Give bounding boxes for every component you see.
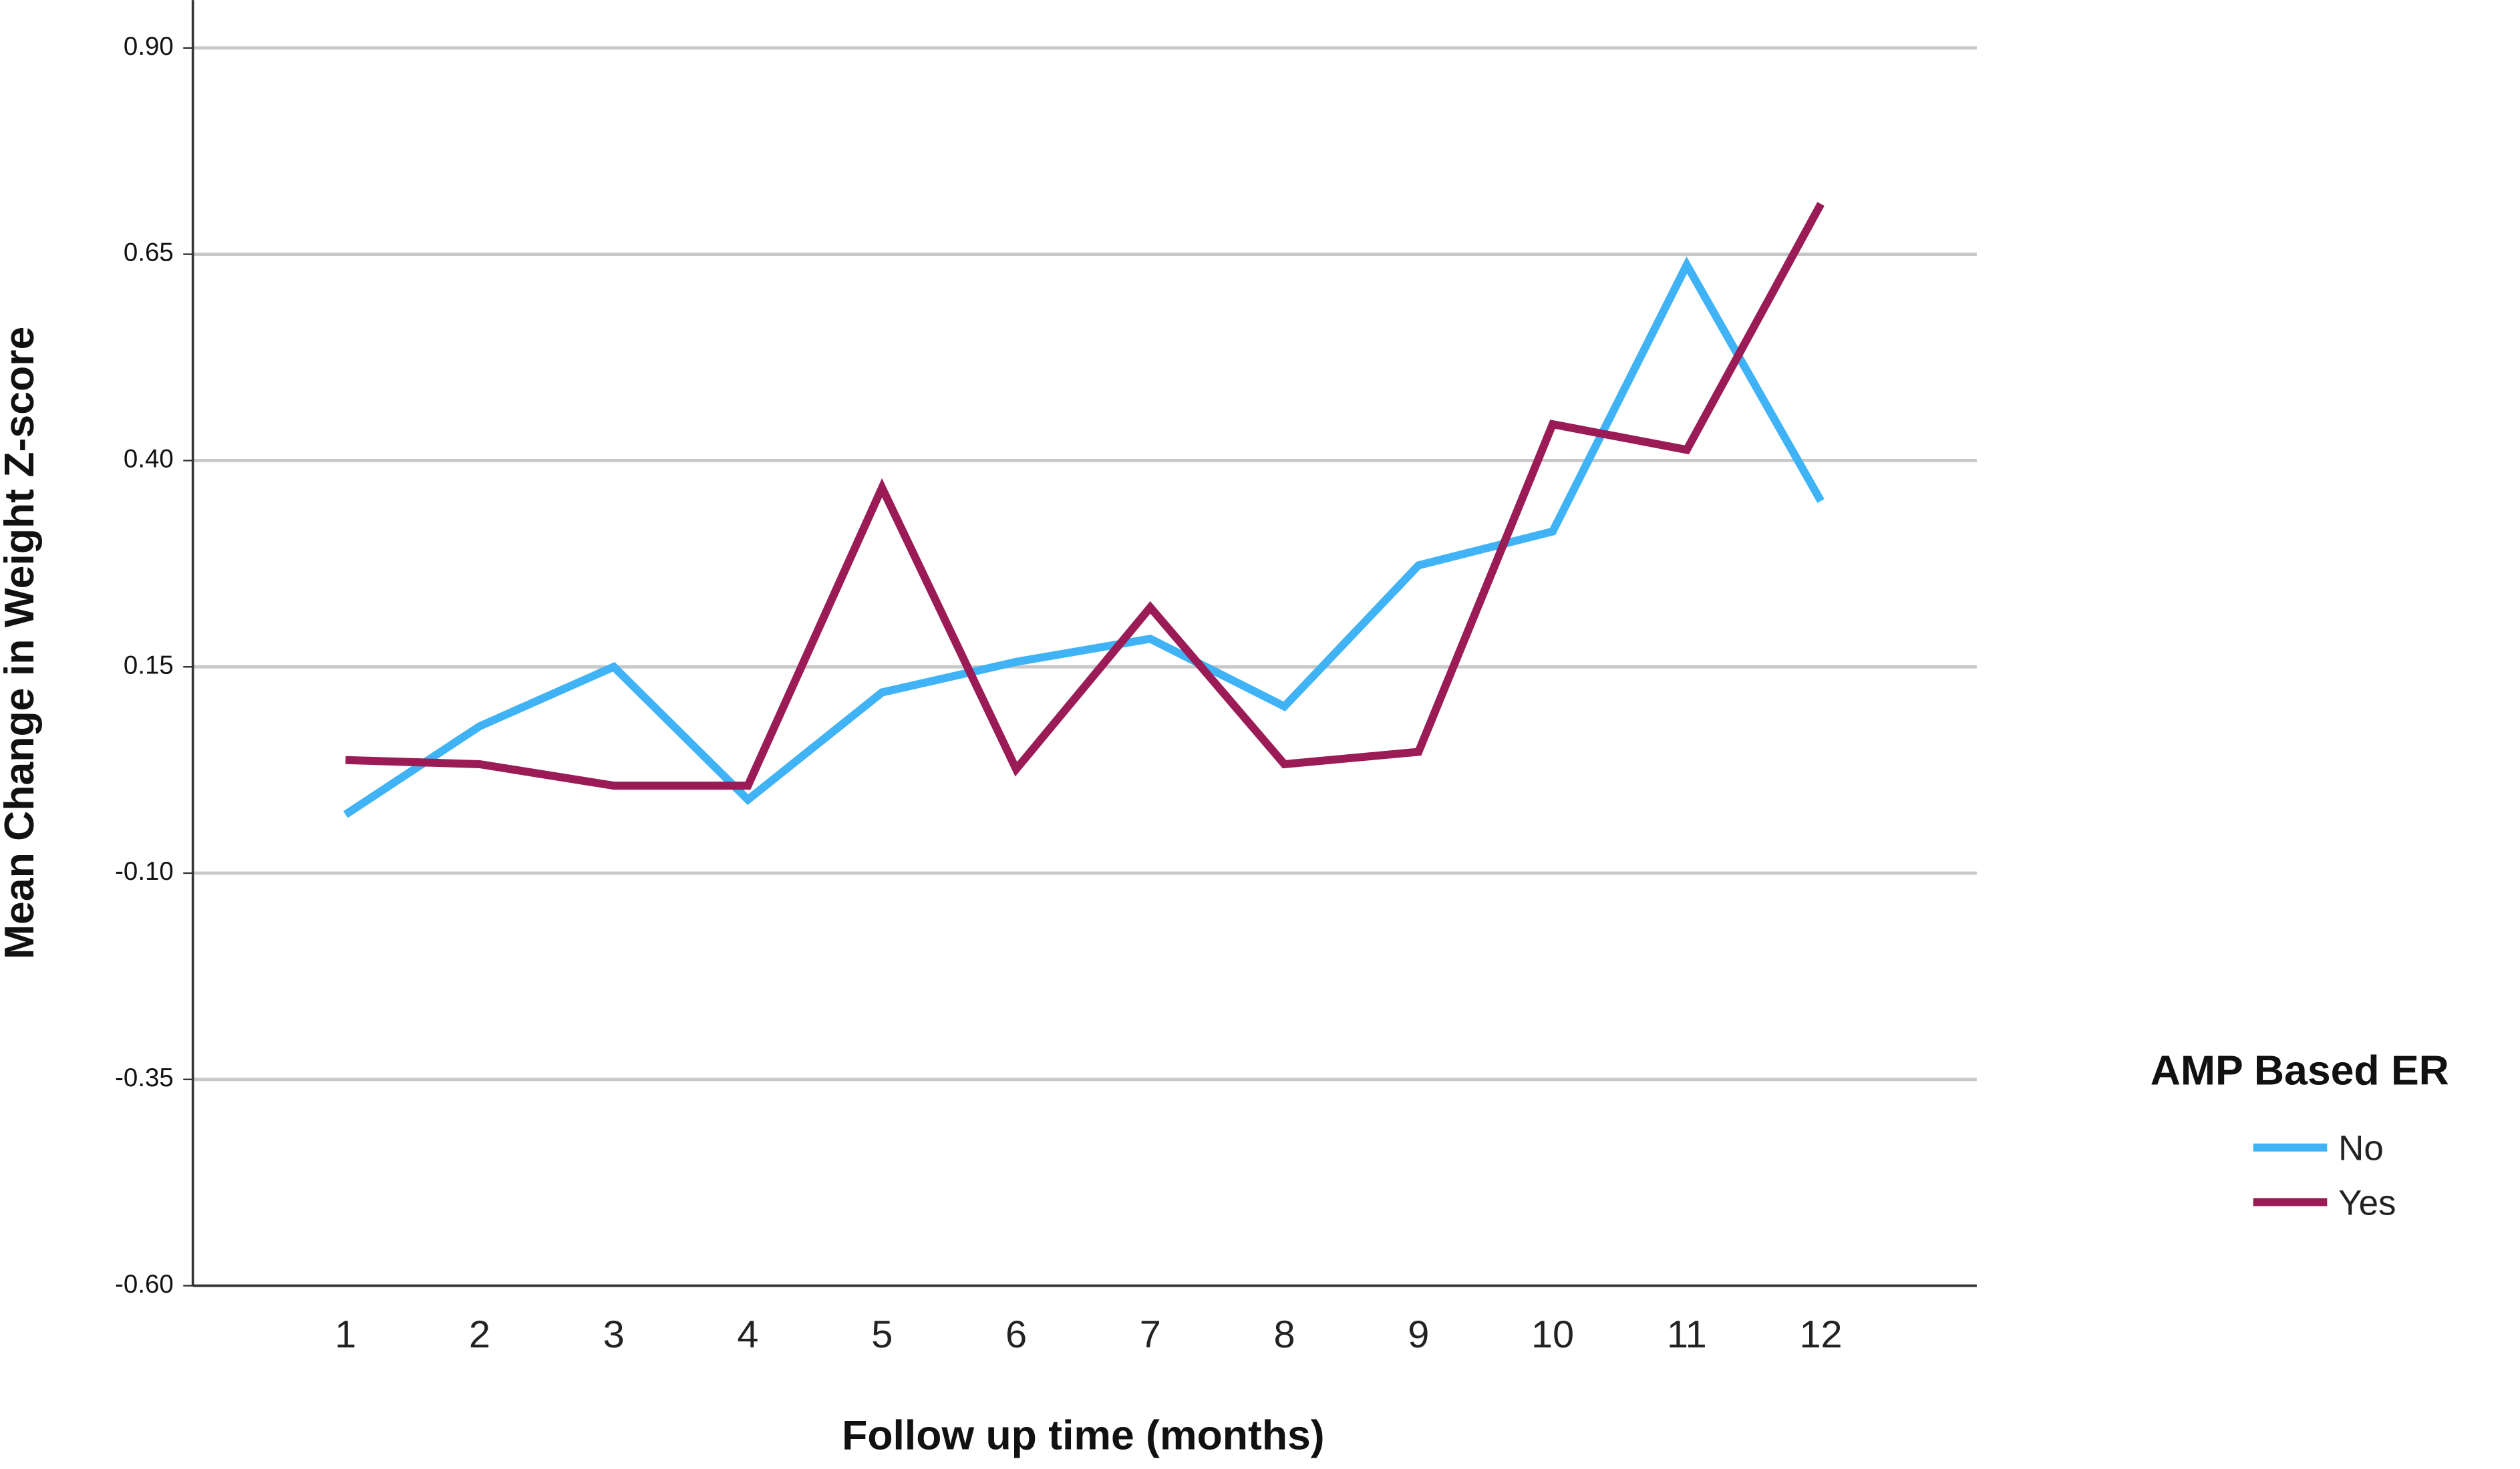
x-tick-label: 5 bbox=[871, 1313, 893, 1356]
legend-title: AMP Based ER bbox=[2151, 1047, 2449, 1094]
x-tick-label: 12 bbox=[1799, 1313, 1842, 1356]
legend-label: No bbox=[2338, 1129, 2384, 1168]
series-line bbox=[343, 256, 1825, 818]
y-tick-label: -0.35 bbox=[115, 1064, 174, 1092]
x-tick-label: 11 bbox=[1667, 1313, 1707, 1356]
x-tick-label: 2 bbox=[469, 1313, 490, 1356]
y-axis-title: Mean Change in Weight Z-score bbox=[0, 327, 43, 959]
x-tick-label: 7 bbox=[1140, 1313, 1161, 1356]
x-tick-label: 10 bbox=[1531, 1313, 1574, 1356]
x-tick-label: 6 bbox=[1005, 1313, 1027, 1356]
x-tick-label: 9 bbox=[1408, 1313, 1429, 1356]
y-tick-label: 0.65 bbox=[124, 238, 174, 267]
y-tick-label: 0.15 bbox=[124, 651, 174, 679]
series-line bbox=[345, 202, 1825, 790]
x-tick-label: 3 bbox=[603, 1313, 625, 1356]
y-tick-label: 0.40 bbox=[124, 445, 174, 474]
x-tick-label: 1 bbox=[335, 1313, 356, 1356]
y-tick-label: 0.90 bbox=[124, 32, 174, 61]
y-tick-label: -0.60 bbox=[115, 1270, 174, 1299]
legend-label: Yes bbox=[2338, 1183, 2396, 1222]
x-tick-label: 4 bbox=[737, 1313, 758, 1356]
x-axis-title: Follow up time (months) bbox=[842, 1412, 1325, 1459]
y-tick-label: -0.10 bbox=[115, 857, 174, 886]
x-tick-label: 8 bbox=[1273, 1313, 1295, 1356]
